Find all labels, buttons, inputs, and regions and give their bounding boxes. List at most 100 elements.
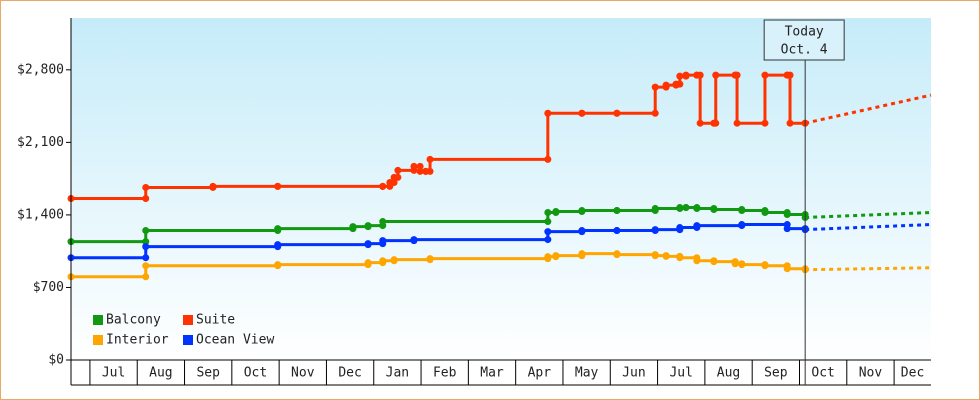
point-marker xyxy=(651,83,659,91)
point-marker xyxy=(761,119,769,127)
point-marker xyxy=(731,71,739,79)
forecast-line xyxy=(804,93,932,125)
legend-swatch xyxy=(183,315,193,325)
x-tick-label: Oct xyxy=(811,366,834,381)
point-marker xyxy=(426,255,434,263)
point-marker xyxy=(142,238,150,246)
x-tick-label: Sep xyxy=(196,366,220,381)
point-marker xyxy=(274,225,282,233)
y-tick-label: $700 xyxy=(33,280,64,295)
point-marker xyxy=(142,183,150,191)
point-marker xyxy=(390,173,398,181)
point-marker xyxy=(710,258,718,266)
point-marker xyxy=(578,207,586,215)
point-marker xyxy=(783,265,791,273)
legend-swatch xyxy=(93,315,103,325)
point-marker xyxy=(676,254,684,262)
point-marker xyxy=(693,222,701,230)
point-marker xyxy=(379,237,387,245)
x-tick-label: May xyxy=(575,366,599,381)
point-marker xyxy=(364,240,372,248)
point-marker xyxy=(651,226,659,234)
point-marker xyxy=(379,257,387,265)
point-marker xyxy=(733,119,741,127)
point-marker xyxy=(426,155,434,163)
point-marker xyxy=(544,209,552,217)
x-tick-label: Sep xyxy=(764,366,788,381)
x-tick-label: Nov xyxy=(291,366,315,381)
today-label: Today xyxy=(785,25,824,40)
x-tick-label: Aug xyxy=(717,366,740,381)
x-tick-label: Mar xyxy=(480,366,504,381)
point-marker xyxy=(786,119,794,127)
x-tick-label: Feb xyxy=(433,366,457,381)
x-tick-label: Jan xyxy=(386,366,409,381)
point-marker xyxy=(662,81,670,89)
point-marker xyxy=(544,218,552,226)
point-marker xyxy=(544,253,552,261)
forecast-line xyxy=(805,266,932,272)
point-marker xyxy=(274,241,282,249)
point-marker xyxy=(142,262,150,270)
point-marker xyxy=(783,225,791,233)
x-tick-label: Nov xyxy=(859,366,883,381)
point-marker xyxy=(578,250,586,258)
x-tick-label: Jul xyxy=(669,366,692,381)
point-marker xyxy=(142,254,150,262)
legend-swatch xyxy=(183,335,193,345)
point-marker xyxy=(552,207,560,215)
point-marker xyxy=(422,167,430,175)
point-marker xyxy=(783,210,791,218)
x-tick-label: Apr xyxy=(528,366,552,381)
legend-swatch xyxy=(93,335,103,345)
y-tick-label: $2,800 xyxy=(17,62,64,77)
point-marker xyxy=(386,178,394,186)
point-marker xyxy=(761,71,769,79)
point-marker xyxy=(696,119,704,127)
x-tick-label: Aug xyxy=(149,366,172,381)
point-marker xyxy=(613,227,621,235)
point-marker xyxy=(761,209,769,217)
point-marker xyxy=(613,207,621,215)
today-box xyxy=(763,19,845,61)
point-marker xyxy=(379,182,387,190)
x-tick-label: Jun xyxy=(622,366,645,381)
point-marker xyxy=(578,109,586,117)
point-marker xyxy=(710,206,718,214)
point-marker xyxy=(142,273,150,281)
point-marker xyxy=(712,71,720,79)
point-marker xyxy=(544,228,552,236)
point-marker xyxy=(416,162,424,170)
point-marker xyxy=(651,252,659,260)
point-marker xyxy=(379,218,387,226)
point-marker xyxy=(544,155,552,163)
x-tick-label: Dec xyxy=(338,366,361,381)
point-marker xyxy=(738,207,746,215)
point-marker xyxy=(651,204,659,212)
point-marker xyxy=(390,256,398,264)
point-marker xyxy=(676,72,684,80)
point-marker xyxy=(693,71,701,79)
point-marker xyxy=(662,252,670,260)
point-marker xyxy=(142,195,150,203)
x-tick-label: Dec xyxy=(901,366,924,381)
point-marker xyxy=(274,261,282,269)
point-marker xyxy=(710,119,718,127)
series xyxy=(67,71,932,203)
point-marker xyxy=(676,204,684,212)
point-marker xyxy=(731,260,739,268)
point-marker xyxy=(364,259,372,267)
point-marker xyxy=(416,167,424,175)
point-marker xyxy=(613,109,621,117)
point-marker xyxy=(672,80,680,88)
point-marker xyxy=(578,227,586,235)
legend-label: Ocean View xyxy=(196,333,274,348)
point-marker xyxy=(209,182,217,190)
series xyxy=(67,221,932,262)
point-marker xyxy=(693,204,701,212)
point-marker xyxy=(676,224,684,232)
point-marker xyxy=(682,204,690,212)
point-marker xyxy=(142,227,150,235)
point-marker xyxy=(693,257,701,265)
